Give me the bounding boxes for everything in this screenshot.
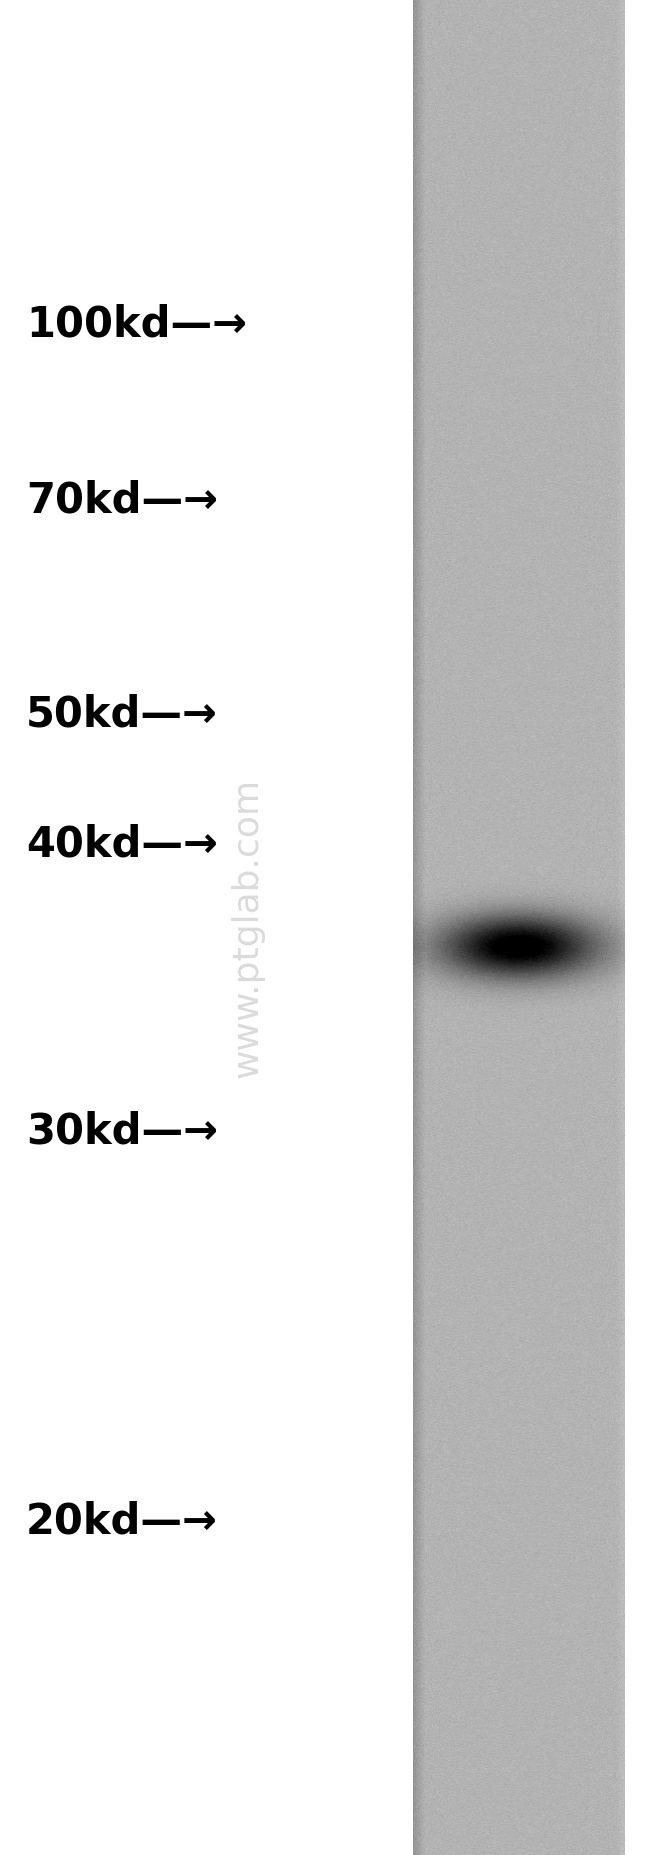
Text: www.ptglab.com: www.ptglab.com [230, 777, 264, 1078]
Text: 30kd—→: 30kd—→ [26, 1111, 218, 1152]
Text: 50kd—→: 50kd—→ [26, 694, 218, 735]
Text: 70kd—→: 70kd—→ [26, 480, 218, 521]
Text: 40kd—→: 40kd—→ [26, 824, 218, 864]
Text: 20kd—→: 20kd—→ [26, 1501, 218, 1542]
Text: 100kd—→: 100kd—→ [26, 304, 247, 345]
